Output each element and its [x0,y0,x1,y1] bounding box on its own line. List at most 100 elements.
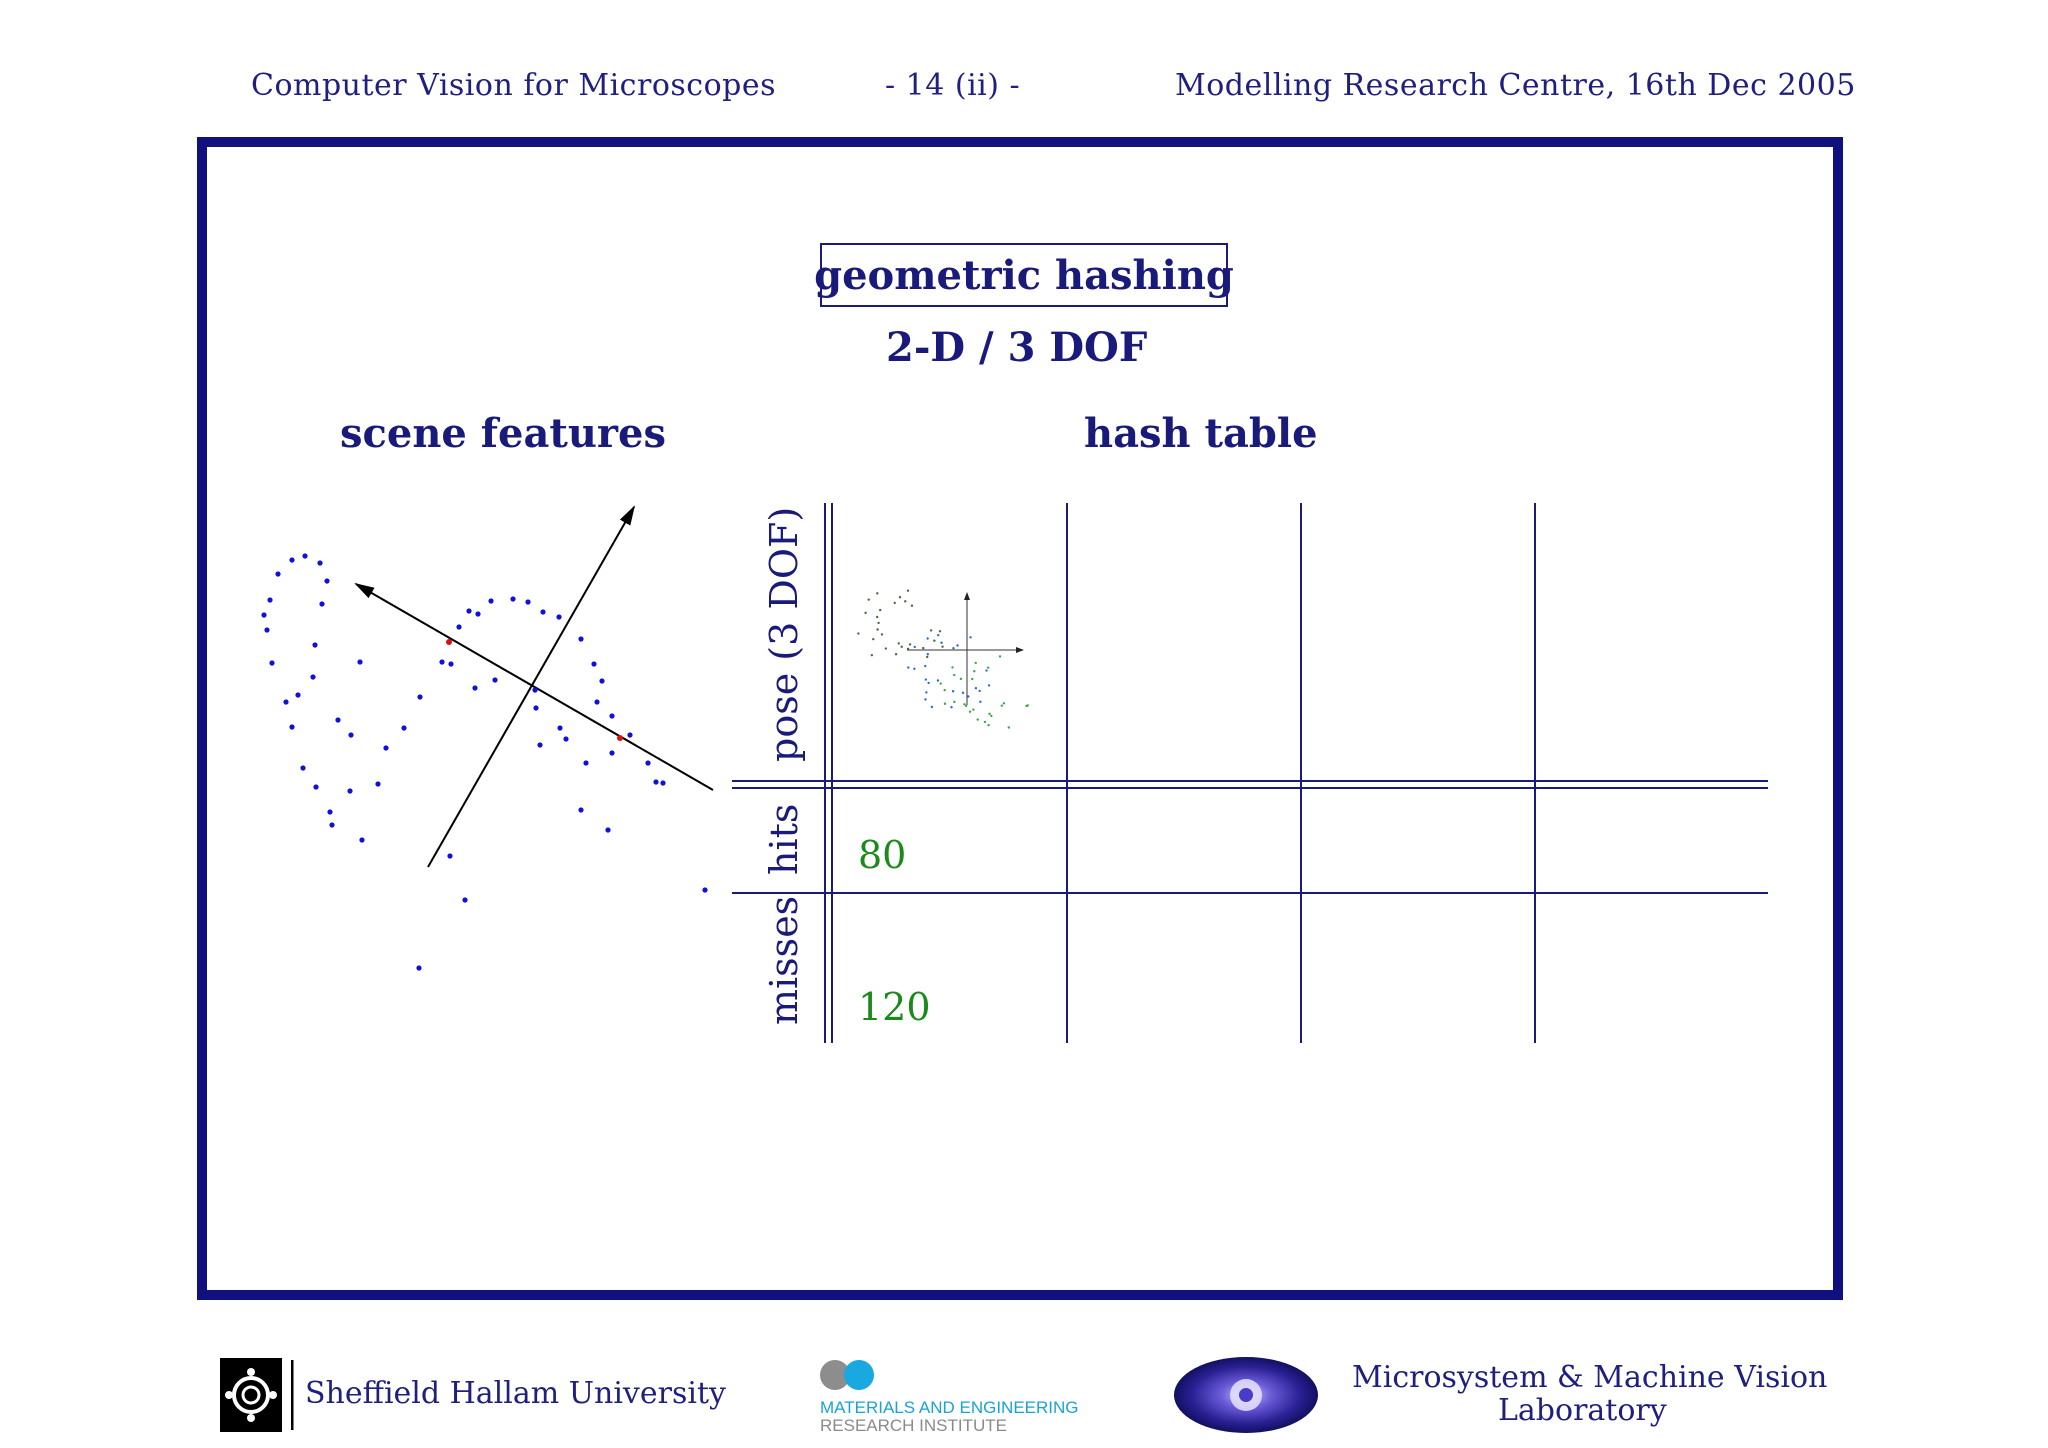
feature-point [313,784,319,790]
feature-point [583,760,589,766]
materials-institute-logo-icon [820,1360,874,1390]
thumbnail-point [990,714,993,718]
basis-point [617,735,623,741]
feature-point [295,692,301,698]
feature-point [401,725,407,731]
thumbnail-point [875,615,879,619]
thumbnail-point [969,636,972,639]
feature-point [532,687,538,693]
feature-point [605,827,611,833]
thumbnail-point [924,678,928,681]
thumbnail-point [961,691,965,695]
thumbnail-point [870,653,874,657]
feature-point [537,742,543,748]
thumbnail-point [964,704,968,708]
feature-point [267,597,273,603]
header-venue-date: Modelling Research Centre, 16th Dec 2005 [1175,68,1856,103]
thumbnail-point [988,712,991,716]
feature-point [417,694,423,700]
thumbnail-point [924,664,927,668]
thumbnail-point [950,705,953,709]
feature-point [653,779,659,785]
university-name: Sheffield Hallam University [305,1376,726,1411]
basis-point [446,639,452,645]
thumbnail-point [940,641,943,644]
feature-point [510,596,516,602]
feature-point [556,614,562,620]
thumbnail-point [906,647,910,650]
feature-point [261,612,267,618]
feature-point [329,822,335,828]
thumbnail-point [926,637,929,640]
thumbnail-point [929,629,933,632]
feature-point [525,599,531,605]
thumbnail-point [898,596,902,599]
row-label-misses: misses [762,895,806,1025]
header-talk-title: Computer Vision for Microscopes [251,68,776,103]
feature-point [660,780,666,786]
feature-point [416,965,422,971]
feature-point [456,624,462,630]
feature-point [475,611,481,617]
feature-point [269,660,275,666]
thumbnail-point [913,667,916,671]
thumbnail-point [943,702,947,705]
thumbnail-point [904,600,907,603]
hits-count: 80 [858,833,907,877]
basis-axis-x [354,583,714,791]
thumbnail-point [926,653,930,656]
thumbnail-point [987,684,991,687]
feature-point [462,897,468,903]
thumbnail-point [998,655,1002,658]
scene-features-heading: scene features [340,410,666,457]
feature-point [594,699,600,705]
feature-point [540,609,546,615]
feature-point [627,732,633,738]
thumbnail-point [884,647,888,650]
feature-point [439,659,445,665]
thumbnail-point [963,703,966,706]
thumbnail-point [872,637,875,641]
thumbnail-point [910,604,914,607]
thumbnail-point [974,687,978,690]
feature-point [348,732,354,738]
thumbnail-point [938,630,942,633]
thumbnail-point [941,645,944,648]
hash-table-heading: hash table [1084,410,1318,457]
scene-features-diagram [261,505,714,971]
misses-count: 120 [858,985,931,1029]
feature-point [319,601,325,607]
thumbnail-point [913,645,916,649]
thumbnail-point [1025,704,1028,708]
feature-point [283,699,289,705]
feature-point [312,642,318,648]
thumbnail-point [939,682,942,685]
institute-name-line1: MATERIALS AND ENGINEERING [820,1398,1079,1417]
feature-point [578,807,584,813]
scene-points [261,553,708,971]
thumbnail-point [897,642,900,645]
feature-point [591,661,597,667]
thumbnail-point [1000,704,1004,707]
thumbnail-point [976,718,979,721]
thumbnail-point [956,644,959,647]
feature-point [609,750,615,756]
feature-point [563,736,569,742]
feature-point [645,760,651,766]
slide-title: geometric hashing [814,243,1234,307]
institute-name-line2: RESEARCH INSTITUTE [820,1416,1008,1435]
feature-point [300,765,306,771]
thumbnail-point [972,708,975,711]
feature-point [327,809,333,815]
thumbnail-point [867,598,870,601]
thumbnail-point [973,670,976,673]
feature-point [383,745,389,751]
feature-point [599,678,605,684]
feature-point [310,674,316,680]
thumbnail-point [968,710,972,713]
feature-point [492,677,498,683]
thumbnail-point [978,689,981,693]
pose-thumbnail [857,589,1030,729]
feature-point [357,659,363,665]
thumbnail-point [880,633,884,636]
